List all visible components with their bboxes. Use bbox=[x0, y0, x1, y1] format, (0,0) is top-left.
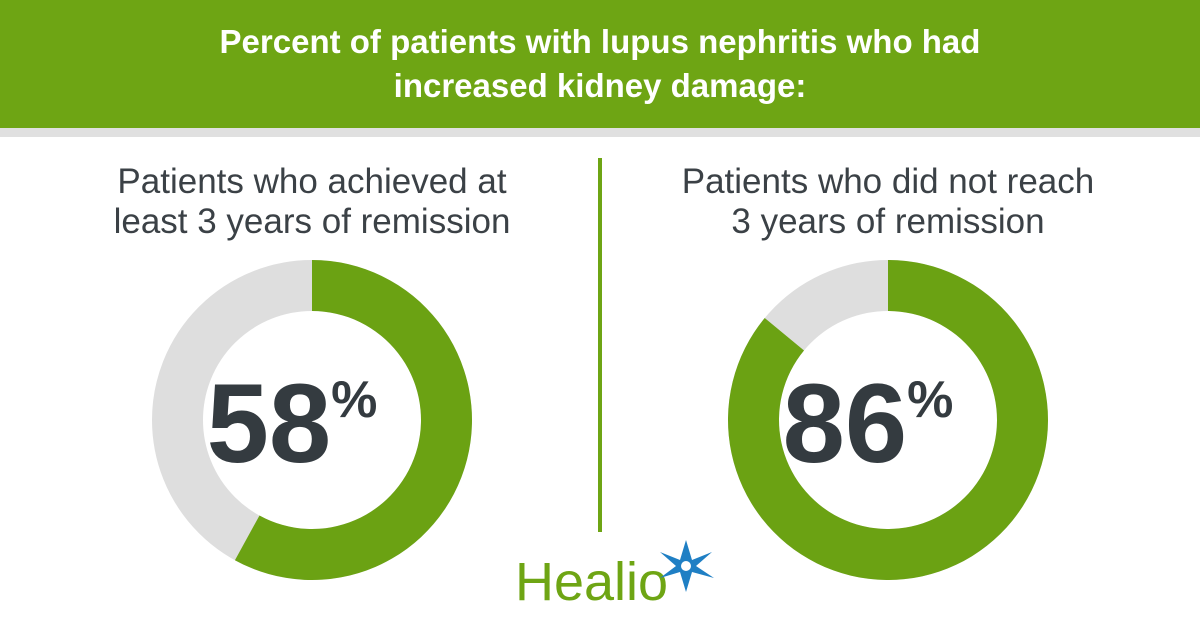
header: Percent of patients with lupus nephritis… bbox=[0, 0, 1200, 137]
logo: Healio bbox=[515, 552, 668, 612]
page-title: Percent of patients with lupus nephritis… bbox=[219, 23, 981, 104]
donut-segment bbox=[234, 260, 473, 580]
value-label: 58% bbox=[207, 361, 378, 486]
chart-title: Patients who did not reach 3 years of re… bbox=[681, 162, 1095, 241]
value-label: 86% bbox=[783, 361, 954, 486]
chart-title: Patients who achieved at least 3 years o… bbox=[113, 162, 511, 241]
logo-star bbox=[660, 540, 714, 592]
donut-segment bbox=[728, 260, 1049, 580]
